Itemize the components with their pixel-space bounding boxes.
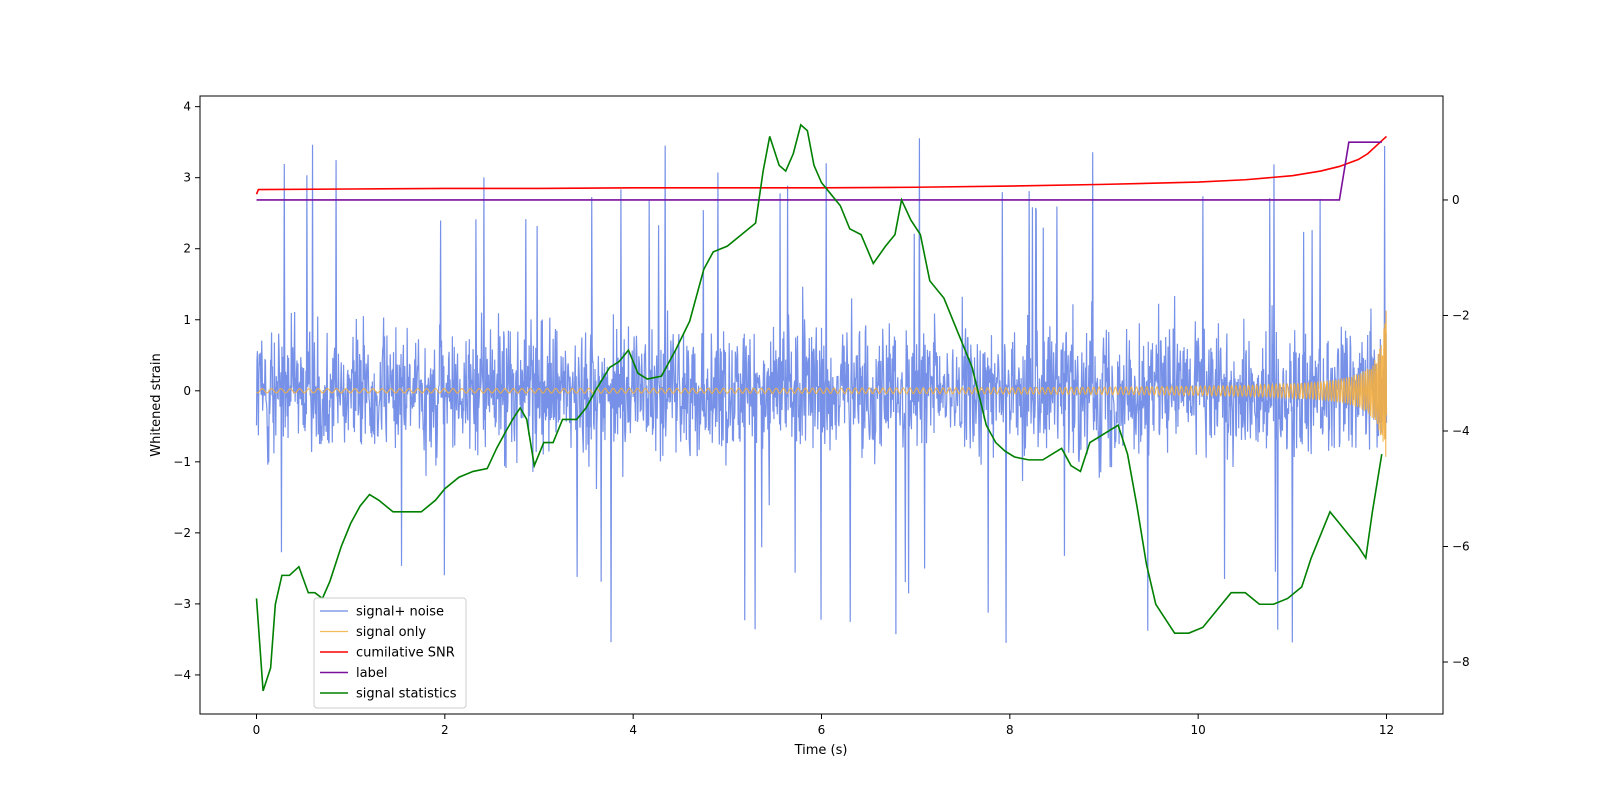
legend-label: signal only	[356, 625, 426, 640]
y-axis-right: −8 −6 −4 −2 0	[1443, 193, 1470, 669]
legend-label: signal+ noise	[356, 605, 444, 620]
x-tick-label: 4	[629, 723, 637, 737]
series-cumulative-snr-line	[255, 135, 1388, 195]
y-tick-label: 4	[183, 100, 191, 114]
legend-box	[313, 597, 467, 709]
y-tick-label: −4	[173, 668, 191, 682]
series-signal-noise-line	[255, 138, 1388, 643]
y-right-tick-label: −4	[1452, 424, 1470, 438]
y-right-tick-label: −8	[1452, 655, 1470, 669]
y-axis-label: Whitened strain	[149, 353, 164, 456]
y-tick-label: 2	[183, 242, 191, 256]
legend-label: signal statistics	[356, 687, 457, 702]
legend-label: label	[356, 666, 387, 681]
series-label-line	[256, 141, 1382, 201]
x-tick-label: 12	[1379, 723, 1394, 737]
y-tick-label: −2	[173, 526, 191, 540]
y-tick-label: 3	[183, 171, 191, 185]
x-tick-label: 0	[253, 723, 261, 737]
series-signal-statistics-line	[255, 123, 1383, 692]
y-tick-label: 1	[183, 313, 191, 327]
y-tick-label: −1	[173, 455, 191, 469]
x-tick-label: 8	[1006, 723, 1014, 737]
x-axis: 0 2 4 6 8 10 12	[253, 714, 1394, 737]
y-axis-left: −4 −3 −2 −1 0 1 2 3 4	[173, 100, 200, 682]
series-signal-only-line	[256, 310, 1388, 457]
y-right-tick-label: −2	[1452, 308, 1470, 322]
legend: signal+ noise signal only cumilative SNR la…	[313, 597, 467, 709]
y-right-tick-label: 0	[1452, 193, 1460, 207]
plot-area	[255, 123, 1388, 692]
y-right-tick-label: −6	[1452, 540, 1470, 554]
y-tick-label: 0	[183, 384, 191, 398]
x-tick-label: 6	[818, 723, 826, 737]
x-tick-label: 2	[441, 723, 449, 737]
y-tick-label: −3	[173, 597, 191, 611]
x-tick-label: 10	[1191, 723, 1206, 737]
x-axis-label: Time (s)	[794, 743, 848, 758]
legend-label: cumilative SNR	[356, 646, 455, 661]
